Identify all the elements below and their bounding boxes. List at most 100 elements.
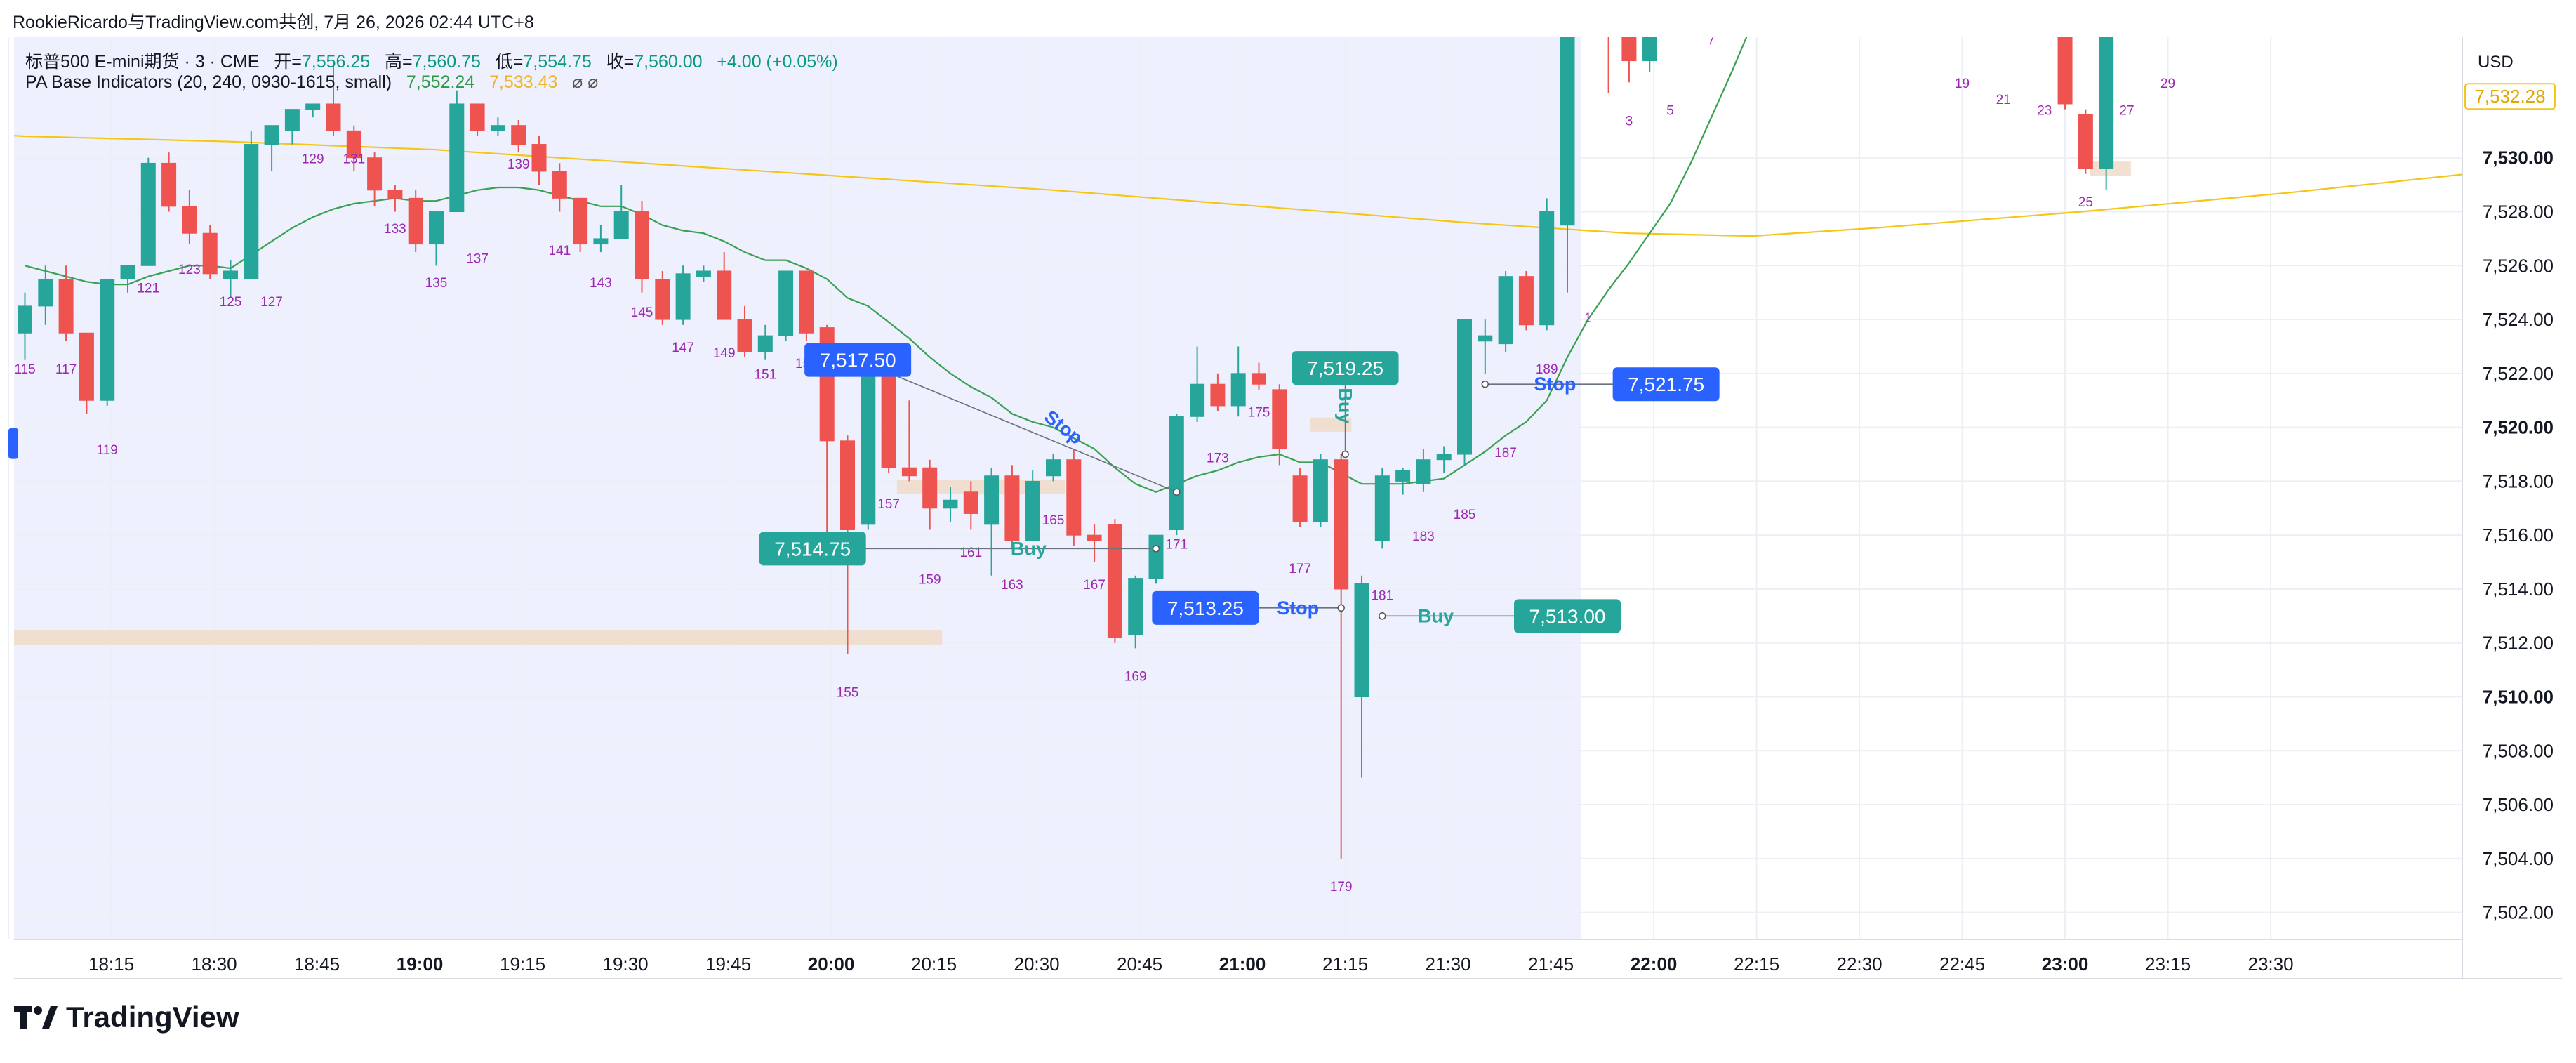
indicator-name[interactable]: PA Base Indicators (20, 240, 0930-1615, … [25,72,392,92]
candle-body [696,270,711,277]
currency-label: USD [2478,53,2514,72]
marker-dot [1337,604,1345,612]
buy-text: Buy [1011,538,1047,559]
candle-body [1046,459,1061,477]
level-band [1310,417,1352,432]
marker-dot [1152,545,1160,553]
bar-number: 151 [754,368,776,383]
time-tick-label: 20:15 [911,953,957,975]
indicator-legend: PA Base Indicators (20, 240, 0930-1615, … [25,72,598,93]
candle-body [2038,7,2052,18]
bar-number: 183 [1412,529,1435,544]
price-tick-label: 7,522.00 [2483,363,2554,384]
candle-body [922,467,938,509]
axis-badge-label: 7,532.28 [2474,86,2545,107]
time-tick-label: 19:45 [705,953,751,975]
bar-number: 27 [2119,103,2134,118]
candle-body [408,197,423,245]
bar-number: 175 [1248,405,1270,420]
price-axis: USD 7,502.00 7,504.00 7,506.00 7,508.00 7,510… [2464,53,2556,923]
price-tick-label: 7,504.00 [2483,848,2554,869]
candle-body [1457,319,1472,455]
bar-number: 1 [1584,311,1592,326]
bar-number: 171 [1165,537,1188,552]
candle-body [1518,276,1534,326]
price-tick-label: 7,514.00 [2483,579,2554,600]
high-label: 高= [385,52,413,72]
candle-body [1498,276,1513,345]
time-tick-label: 22:00 [1631,953,1678,975]
bar-number: 141 [548,244,571,258]
candle-body [901,467,917,477]
price-label-box [804,343,912,377]
candle-body [1107,524,1122,638]
buy-marker: Buy 7,519.25 [1292,351,1399,458]
price-tick-label: 7,528.00 [2483,202,2554,223]
bar-number: 147 [672,341,694,355]
price-tick-label: 7,518.00 [2483,470,2554,491]
tradingview-logo-icon [14,1006,58,1029]
price-label-text: 7,513.25 [1167,597,1244,619]
bar-number: 29 [2160,77,2175,91]
candle-body [943,499,958,509]
candle-body [79,332,94,401]
bar-number: 161 [960,546,982,560]
time-tick-label: 22:45 [1939,953,1985,975]
candle-body [18,305,32,334]
candle-body [717,270,732,320]
candle-body [1148,534,1164,579]
low-value: 7,554.75 [523,52,592,72]
bar-number: 129 [302,152,324,166]
time-tick-label: 22:15 [1734,953,1779,975]
bar-number: 167 [1083,578,1106,593]
bar-number: 127 [260,295,283,310]
bar-number: 19 [1955,77,1970,91]
price-label-text: 7,513.00 [1529,605,1606,627]
open-value: 7,556.25 [301,52,371,72]
price-label-text: 7,519.25 [1307,357,1383,379]
candle-body [326,103,341,131]
candle-body [861,367,876,525]
time-tick-label: 22:30 [1837,953,1883,975]
candle-body [284,109,300,131]
bar-number: 25 [2078,195,2093,210]
candle-body [120,265,135,279]
bar-number: 133 [384,222,406,237]
candle-body [1560,37,1575,226]
bar-number: 179 [1330,880,1353,894]
candle-body [511,125,526,145]
candle-body [1996,0,2010,1]
candle-body [1334,459,1349,590]
symbol-name[interactable]: 标普500 E-mini期货 · 3 · CME [25,52,260,72]
candle-body [2078,114,2093,169]
time-tick-label: 23:00 [2042,953,2089,975]
candle-body [613,211,629,239]
time-tick-label: 21:30 [1426,953,1471,975]
candle-body [264,125,279,145]
candle-body [1252,373,1266,385]
candle-body [531,144,547,172]
candle-body [1602,0,1616,23]
candle-body [757,335,773,352]
candle-body [593,238,609,245]
buy-marker: Buy 7,513.00 [1379,599,1621,633]
time-tick-label: 23:15 [2145,953,2191,975]
tradingview-logo[interactable]: TradingView [14,1001,239,1034]
candle-body [429,211,444,245]
candle-body [1128,578,1143,635]
candle-body [1354,583,1369,698]
candle-body [100,278,115,401]
price-tick-label: 7,506.00 [2483,794,2554,815]
bar-number: 169 [1124,669,1147,684]
buy-text: Buy [1418,605,1454,626]
bar-number: 159 [919,572,941,587]
bar-number: 189 [1536,362,1558,377]
candle-body [675,273,691,320]
candle-body [1190,383,1205,417]
symbol-legend: 标普500 E-mini期货 · 3 · CME 开=7,556.25 高=7,… [25,48,838,73]
visibility-icon[interactable]: ⌀ ⌀ [572,72,599,92]
chart-caption: RookieRicardo与TradingView.com共创, 7月 26, … [13,13,534,32]
bar-number: 149 [713,346,736,361]
candle-body [1313,459,1328,522]
